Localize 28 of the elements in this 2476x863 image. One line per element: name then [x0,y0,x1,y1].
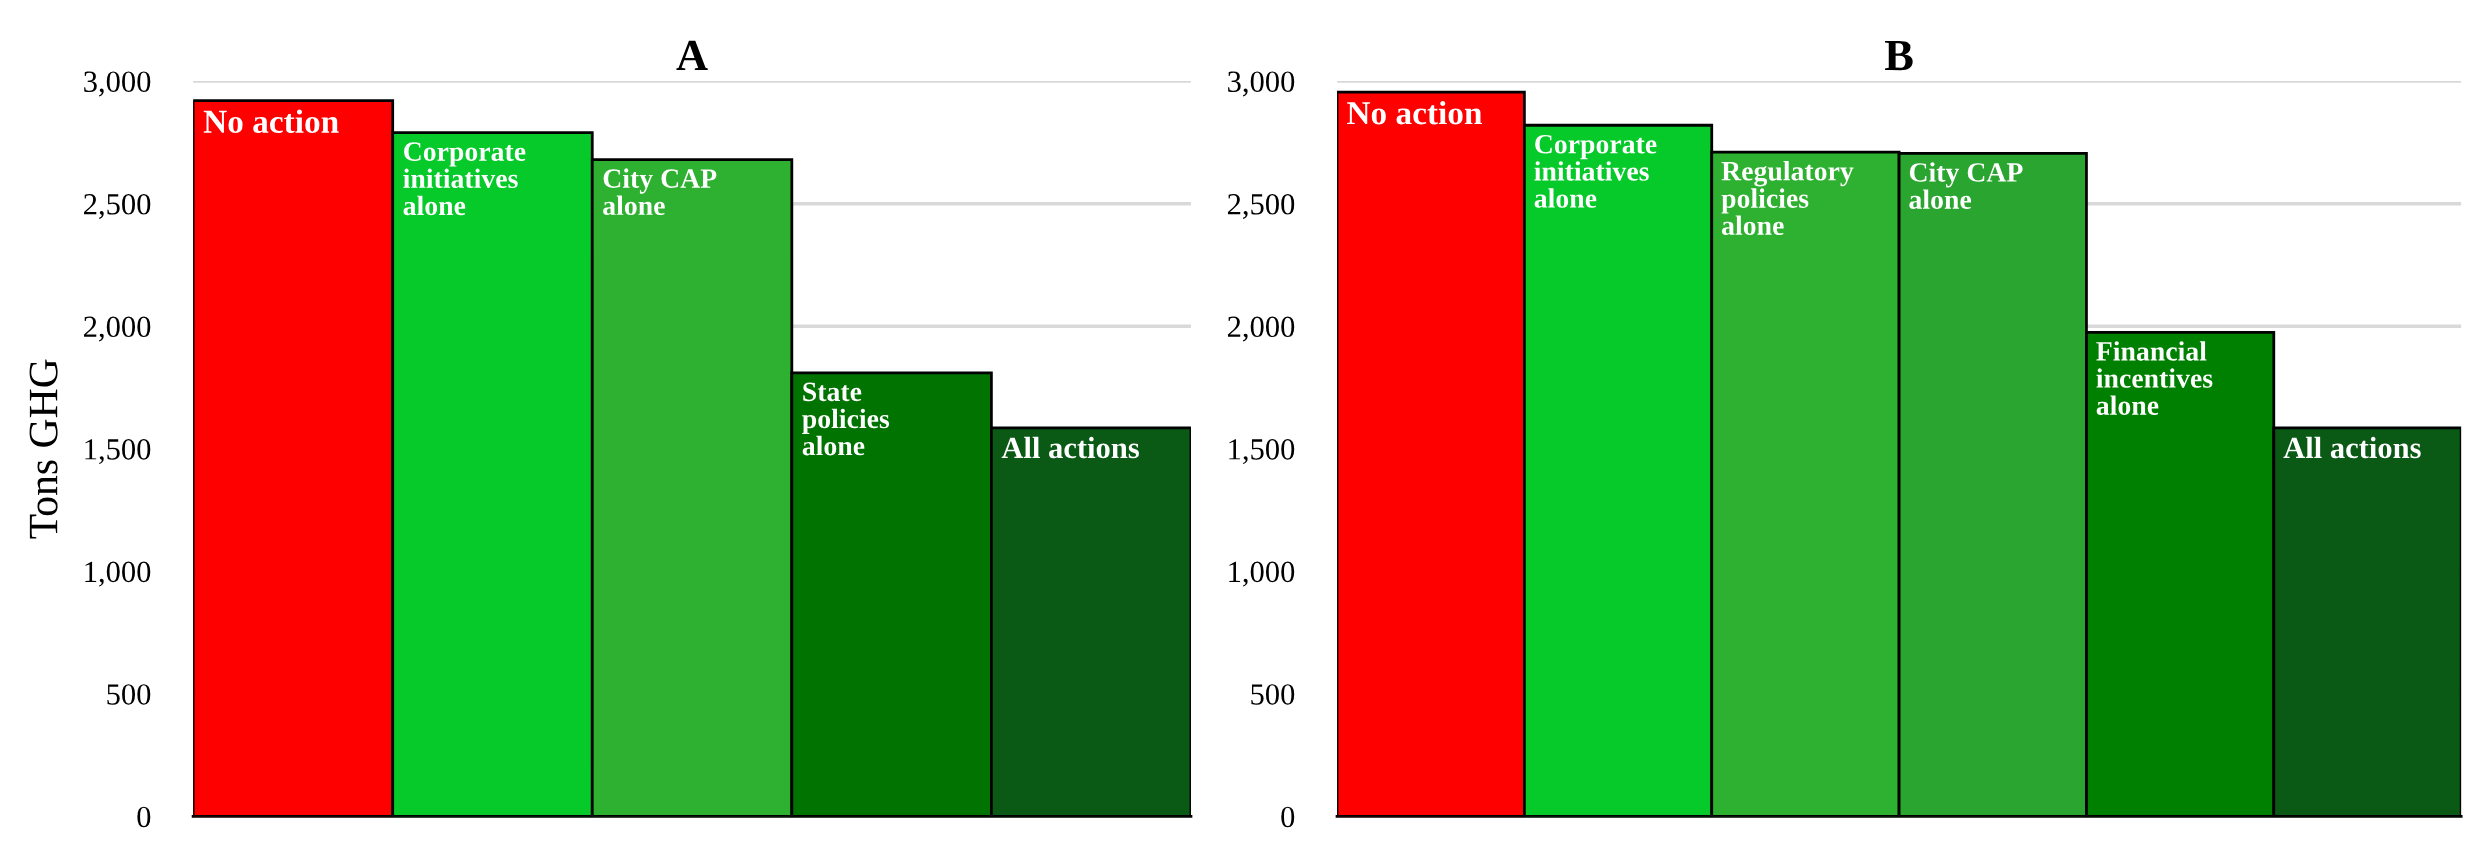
x-tick-label: Regulatory policies alone [1721,161,1854,236]
x-tick-label: Financial incentives alone [2096,341,2213,415]
x-tick-label: All actions [2283,436,2421,459]
y-tick-label: 1,000 [85,561,151,587]
x-tick-label: State policies alone [802,382,890,456]
y-axis-title: Tons GHG [29,359,58,539]
x-tick-label: City CAP alone [1909,162,2023,209]
y-tick-label: 1,500 [85,439,151,465]
y-tick-label: 2,500 [84,193,151,219]
chart-title: A [676,40,708,71]
x-tick-label: Corporate initiatives alone [1534,134,1657,208]
x-tick-label: No action [203,109,339,134]
x-tick-label: Corporate initiatives alone [403,142,526,216]
y-tick-label: 0 [1281,806,1295,828]
chart-title: B [1885,40,1913,71]
x-tick-label: City CAP alone [603,168,717,216]
y-tick-label: 500 [107,684,151,705]
y-tick-label: 1,500 [1229,439,1295,465]
y-tick-label: 2,000 [1227,316,1295,342]
y-tick-label: 500 [1251,684,1295,705]
y-tick-label: 0 [137,806,151,828]
x-tick-label: No action [1347,100,1483,125]
y-tick-label: 1,000 [1229,561,1295,587]
x-tick-label: All actions [1001,436,1139,459]
y-tick-label: 3,000 [84,71,151,97]
y-tick-label: 3,000 [1228,71,1295,97]
y-tick-label: 2,500 [1227,193,1295,219]
y-tick-label: 2,000 [84,316,151,342]
